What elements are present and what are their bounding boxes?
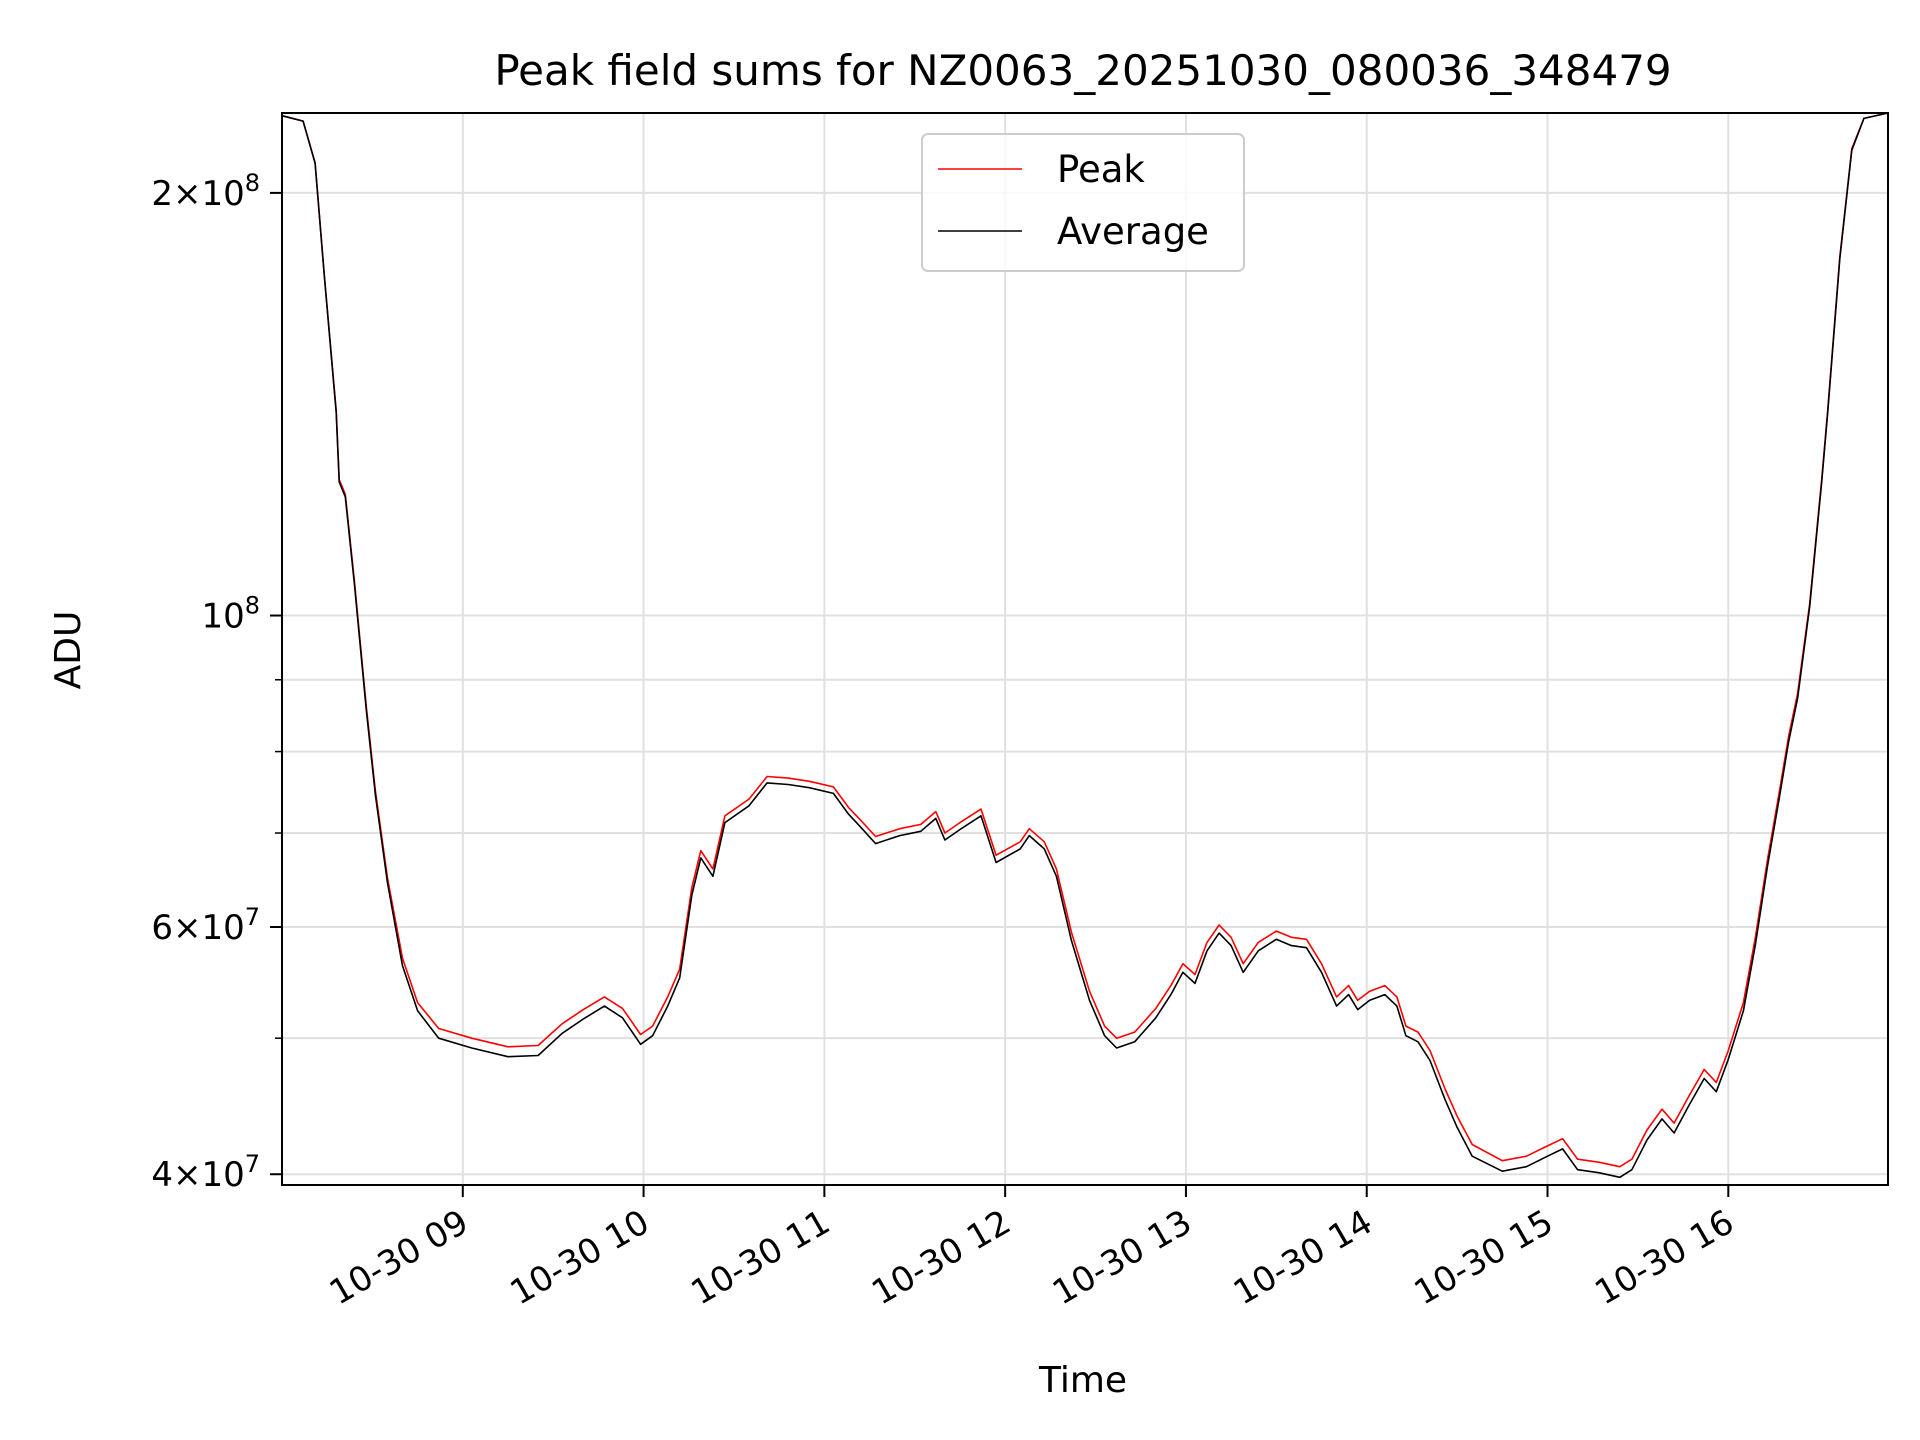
legend: Peak Average bbox=[921, 133, 1245, 272]
grid bbox=[282, 113, 1888, 1185]
legend-label-average: Average bbox=[1057, 210, 1209, 253]
series-line-average bbox=[281, 112, 1889, 1179]
series-lines bbox=[281, 112, 1889, 1179]
y-tick-label: 6×107 bbox=[151, 903, 260, 948]
y-axis: 4×107 6×107 108 2×108 bbox=[151, 169, 282, 1195]
y-axis-label: ADU bbox=[48, 611, 89, 690]
plot-frame bbox=[281, 112, 1889, 1186]
series-line-peak bbox=[281, 112, 1889, 1168]
x-axis-label: Time bbox=[1038, 1360, 1127, 1401]
y-tick-label: 2×108 bbox=[151, 169, 260, 214]
y-tick-label: 108 bbox=[201, 592, 260, 637]
chart-title: Peak field sums for NZ0063_20251030_0800… bbox=[494, 46, 1671, 95]
legend-label-peak: Peak bbox=[1057, 148, 1145, 191]
y-tick-label: 4×107 bbox=[151, 1150, 260, 1195]
